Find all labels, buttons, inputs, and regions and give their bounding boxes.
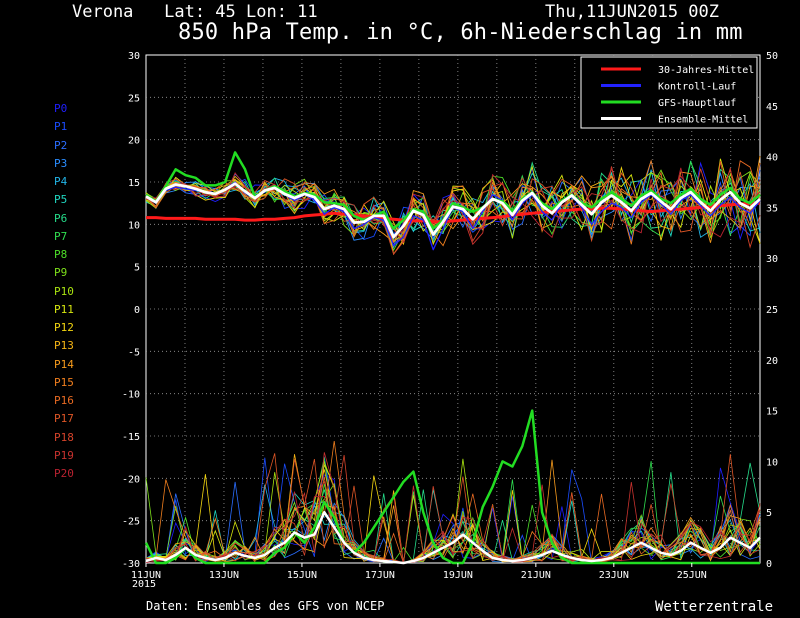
run-datetime: Thu,11JUN2015 00Z [545, 2, 719, 22]
y-right-tick-label: 40 [766, 153, 778, 164]
member-temp-line [145, 160, 761, 235]
location-label: Verona Lat: 45 Lon: 11 [72, 2, 318, 22]
x-tick-label: 23JUN [599, 570, 629, 581]
y-left-tick-label: 25 [128, 93, 140, 104]
y-left-tick-label: 5 [134, 263, 140, 274]
x-tick-year: 2015 [132, 579, 156, 590]
y-left-tick-label: 10 [128, 220, 140, 231]
x-tick-label: 15JUN [287, 570, 317, 581]
y-right-tick-label: 10 [766, 457, 778, 468]
member-temp-line [145, 166, 761, 246]
member-label: P7 [54, 229, 68, 243]
plot-frame [145, 54, 761, 564]
x-tick-label: 17JUN [365, 570, 395, 581]
precip-line-gfs-hauptlauf [144, 409, 760, 565]
member-label: P1 [54, 120, 68, 134]
member-label: P10 [54, 284, 74, 298]
y-left-tick-label: -5 [128, 347, 140, 358]
member-precip-line [145, 454, 761, 564]
y-left-tick-label: 15 [128, 178, 140, 189]
data-credit: Daten: Ensembles des GFS von NCEP [146, 599, 385, 613]
member-label: P9 [54, 266, 68, 280]
x-tick-label: 11JUN [131, 570, 161, 581]
y-right-tick-label: 5 [766, 508, 772, 519]
member-label: P11 [54, 302, 74, 316]
legend: 30-Jahres-Mittel Kontroll-Lauf GFS-Hauptla… [580, 56, 758, 129]
chart-title: 850 hPa Temp. in °C, 6h-Niederschlag in … [178, 20, 743, 45]
member-label: P2 [54, 138, 68, 152]
temp-line-gfs-hauptlauf [145, 151, 761, 230]
main-series-lines [144, 151, 761, 565]
y-right-tick-label: 35 [766, 203, 778, 214]
legend-label: GFS-Hauptlauf [658, 98, 736, 109]
member-label: P0 [54, 102, 68, 115]
y-right-tick-label: 30 [766, 254, 778, 265]
y-left-tick-label: 30 [128, 51, 140, 62]
member-label: P13 [54, 339, 74, 353]
y-right-tick-label: 20 [766, 356, 778, 367]
y-right-tick-label: 45 [766, 102, 778, 113]
member-label: P5 [54, 193, 68, 207]
y-left-tick-label: -30 [122, 559, 140, 570]
member-label: P19 [54, 448, 74, 462]
member-label: P14 [54, 357, 74, 371]
member-label: P12 [54, 321, 74, 334]
legend-label: 30-Jahres-Mittel [658, 65, 754, 76]
member-label: P20 [54, 467, 74, 480]
member-label: P16 [54, 394, 74, 407]
legend-label: Ensemble-Mittel [658, 115, 748, 126]
member-label: P6 [54, 211, 68, 225]
y-left-tick-label: -10 [122, 390, 140, 401]
temp-line-30-jahres-mittel [146, 201, 760, 224]
y-left-tick-label: -25 [122, 517, 140, 528]
x-tick-label: 13JUN [209, 570, 239, 581]
member-precip-line [145, 452, 761, 564]
member-precip-line [145, 474, 761, 564]
precip-line-ensemble-mittel [145, 510, 761, 565]
member-label: P17 [54, 412, 74, 426]
y-left-tick-label: -15 [122, 432, 140, 443]
x-tick-label: 19JUN [443, 570, 473, 581]
x-tick-label: 21JUN [521, 570, 551, 581]
member-temp-line [145, 167, 761, 239]
member-label: P18 [54, 430, 74, 444]
legend-label: Kontroll-Lauf [658, 82, 736, 93]
y-right-tick-label: 25 [766, 305, 778, 316]
y-left-tick-label: 20 [128, 136, 140, 147]
y-left-tick-label: -20 [122, 474, 140, 485]
y-left-tick-label: 0 [134, 305, 140, 316]
temp-line-ensemble-mittel [145, 182, 761, 239]
member-label: P15 [54, 375, 74, 389]
member-label: P8 [54, 248, 68, 261]
member-temp-line [145, 160, 761, 244]
member-label: P4 [54, 175, 68, 188]
y-right-tick-label: 50 [766, 51, 778, 62]
member-precip-line [145, 455, 761, 564]
member-label: P3 [54, 156, 68, 170]
y-right-tick-label: 15 [766, 407, 778, 418]
grid-lines [146, 55, 760, 563]
y-right-tick-label: 0 [766, 559, 772, 570]
x-tick-label: 25JUN [677, 570, 707, 581]
brand-label: Wetterzentrale [655, 599, 774, 615]
